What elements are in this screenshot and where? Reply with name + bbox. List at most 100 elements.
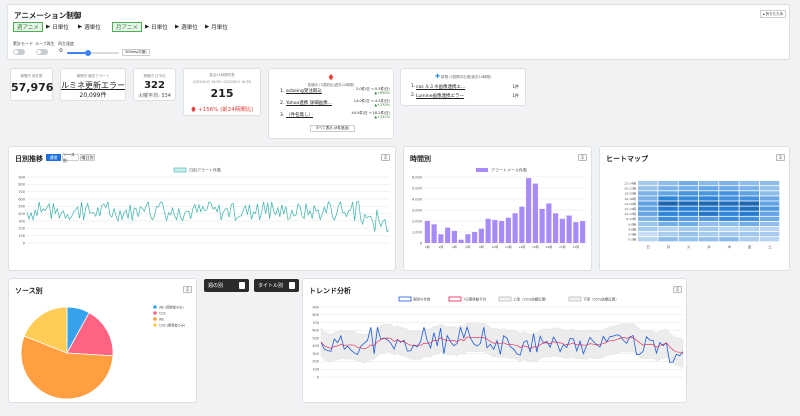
heat-cell <box>638 221 658 227</box>
alert-link[interactable]: cos ルミネ画像連携エ... <box>416 84 466 90</box>
heat-cell <box>698 181 719 186</box>
heat-cell <box>678 206 699 211</box>
heat-cell <box>678 211 699 216</box>
heat-cell <box>678 196 699 201</box>
download-icon[interactable]: ⇩ <box>381 154 390 161</box>
y-tick-label: 3,000 <box>412 208 422 212</box>
loop-toggle[interactable] <box>36 49 48 55</box>
hourly-chart-card: 時間別 ⇩ アラートメール件数 0 1,000 2,000 3,000 4,000 5,00… <box>403 146 592 271</box>
panel-title: アニメーション制御 <box>14 11 82 20</box>
col-label: 日 <box>646 245 650 249</box>
stat-value: 215 <box>210 87 234 100</box>
heat-cell <box>658 206 678 211</box>
trend-title: トレンド分析 <box>309 287 351 295</box>
show-all-button[interactable]: すべて表示 (8件追加) <box>310 125 355 132</box>
heat-cell <box>719 191 739 196</box>
heat-cell <box>638 211 658 216</box>
col-label: 火 <box>687 244 691 249</box>
new-list: 1. cos ルミネ画像連携エ... 1件 2. Lumine画像連携エラー 1件 <box>411 82 519 100</box>
heat-cell <box>719 206 739 211</box>
legend-label: 下限（95%信頼区間） <box>583 297 619 302</box>
row-label: 20-22時 <box>624 186 636 191</box>
alert-link[interactable]: Yahoo連携 詳細画像... <box>286 101 332 106</box>
speed-slider[interactable] <box>67 49 119 56</box>
collapse-button[interactable]: ▴ 折りたたみ <box>760 10 786 18</box>
download-icon[interactable]: ⇩ <box>183 286 192 293</box>
heat-cell <box>698 237 719 242</box>
cumulative-toggle[interactable] <box>13 49 25 55</box>
col-label: 木 <box>728 244 732 249</box>
heat-cell <box>719 181 739 186</box>
heat-cell <box>698 211 719 216</box>
y-tick-label: 300 <box>312 352 319 356</box>
y-tick-label: 200 <box>312 360 319 364</box>
bar <box>485 218 491 243</box>
heat-cell <box>719 186 739 191</box>
tab-week-unit[interactable]: ▶ 週単位 <box>78 24 101 31</box>
tab-month-unit[interactable]: ▶ 月単位 <box>205 24 228 31</box>
tab-day-unit-2[interactable]: ▶ 日単位 <box>145 24 168 31</box>
bar <box>532 183 538 243</box>
chevron-up-icon: ▴ <box>762 12 765 16</box>
heat-cell <box>719 216 739 221</box>
row-label: 22-24時 <box>624 181 636 186</box>
heat-cell <box>759 186 780 191</box>
bar <box>559 218 565 243</box>
speed-label: 再生速度 <box>58 41 74 46</box>
x-tick-label: 2時 <box>438 244 443 249</box>
heat-cell <box>638 216 658 221</box>
heat-cell <box>759 211 780 216</box>
heat-cell <box>759 201 780 206</box>
row-label: 18-20時 <box>624 191 636 196</box>
download-icon[interactable]: ⇩ <box>578 154 587 161</box>
legend-swatch <box>173 167 187 173</box>
legend-swatch <box>568 296 582 302</box>
speed-value: 300ms(中速) <box>122 49 150 56</box>
play-icon: ▶ <box>46 24 51 30</box>
heat-cell <box>759 191 780 196</box>
bar <box>505 217 511 243</box>
heat-cell <box>698 232 719 237</box>
tab-month-anim[interactable]: 月アニメ <box>112 22 142 32</box>
tab-day-unit[interactable]: ▶ 日単位 <box>46 24 69 31</box>
heat-cell <box>678 186 699 191</box>
by-title-button[interactable]: タイトル別 <box>254 279 299 292</box>
daily-chart: 日別アラート件数 0 100 200 300 400 500 600 700 800 900 <box>18 167 390 245</box>
stat-change: 🡅 +156% (前24時間比) <box>190 107 254 113</box>
alert-link[interactable]: （件名無し） <box>286 113 313 118</box>
x-tick-label: 16時 <box>532 244 539 249</box>
bar <box>512 213 518 243</box>
tab-week-unit-2[interactable]: ▶ 週単位 <box>175 24 198 31</box>
y-tick-label: 500 <box>312 336 319 340</box>
heat-cell <box>678 201 699 206</box>
tab-source[interactable]: ソース別 <box>62 152 79 163</box>
heat-cell <box>698 226 719 232</box>
download-icon <box>239 282 245 289</box>
tab-weekday[interactable]: 曜日別 <box>80 154 95 161</box>
y-tick-label: 200 <box>18 227 25 231</box>
heat-cell <box>658 186 678 191</box>
arrow-up-icon: 🡅 <box>190 107 197 113</box>
alert-link[interactable]: Lumine画像連携エラー <box>416 93 465 99</box>
x-tick-label: 12時 <box>505 244 512 249</box>
week-other-button[interactable]: 週の別 <box>204 279 249 292</box>
download-icon[interactable]: ⇩ <box>776 154 785 161</box>
stat-value-link[interactable]: ルミネ更新エラー <box>61 81 125 90</box>
stat-last-24h: 直近24時間件数 (2025/9/12 16:39〜2025/9/13 16:3… <box>183 68 261 116</box>
slider-thumb[interactable] <box>85 49 91 56</box>
heat-cell <box>698 196 719 201</box>
heatmap-card: ヒートマップ ⇩ 22-24時 20-22時 18-20時 16-18時 14-16時 1… <box>599 146 790 271</box>
bar <box>451 230 457 243</box>
download-icon[interactable]: ⇩ <box>673 286 682 293</box>
y-tick-label: 500 <box>18 205 25 209</box>
alert-link[interactable]: ecbeing受注取込 <box>286 89 322 94</box>
list-item: 3. （件名無し） 44.0件/日 ⇒ 18.2件/日) ▲+142% <box>280 111 390 119</box>
tab-normal[interactable]: 通常 <box>46 154 61 161</box>
y-tick-label: 900 <box>18 175 25 179</box>
heat-cell <box>638 181 658 186</box>
heat-cell <box>638 201 658 206</box>
legend-swatch <box>153 323 157 327</box>
tab-week-anim[interactable]: 週アニメ <box>13 22 43 32</box>
heat-cell <box>638 186 658 191</box>
